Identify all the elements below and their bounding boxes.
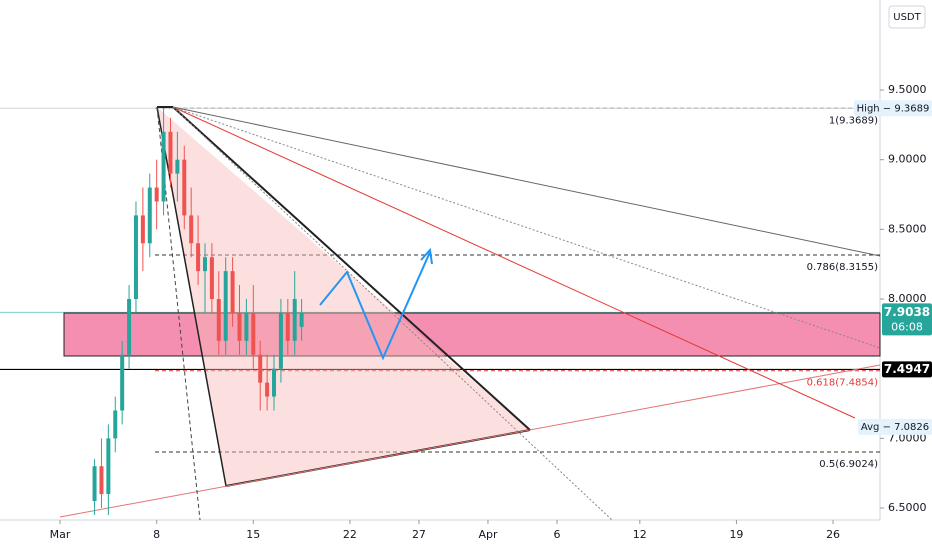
unit-label: USDT — [893, 12, 921, 23]
price-tag-label: Avg − 7.0826 — [861, 422, 929, 433]
arrow-head — [420, 247, 433, 265]
candle-body — [196, 243, 201, 272]
fan-line — [156, 106, 201, 521]
drawings — [59, 106, 881, 521]
triangle — [157, 107, 530, 486]
candle-body — [209, 257, 214, 300]
price-tag — [882, 361, 932, 378]
candle-body — [99, 466, 104, 495]
x-tick-label: 12 — [633, 528, 647, 541]
candle-body — [120, 354, 125, 411]
fan-line — [172, 106, 613, 521]
candle-body — [113, 410, 118, 439]
y-tick-label: 8.0000 — [888, 292, 927, 305]
projection-path — [319, 251, 431, 361]
y-tick-label: 8.5000 — [888, 222, 927, 235]
fib-label: 0.786(8.3155) — [807, 262, 879, 273]
candle-body — [147, 187, 152, 244]
candle-body — [140, 215, 145, 244]
candle-body — [133, 215, 138, 300]
candle-body — [285, 312, 290, 341]
price-tag-label: High − 9.3689 — [857, 103, 930, 114]
y-tick-label: 9.5000 — [888, 83, 927, 96]
candle-body — [202, 257, 207, 272]
candle-body — [161, 131, 166, 202]
fan-line — [172, 106, 881, 349]
x-tick-label: 8 — [153, 528, 160, 541]
candle-body — [175, 159, 180, 174]
candle-body — [216, 299, 221, 341]
price-tag — [858, 418, 932, 435]
candle-body — [237, 312, 242, 341]
candle-body — [154, 187, 159, 202]
trend-line — [172, 106, 531, 431]
fan-line — [172, 106, 856, 419]
x-tick-label: 26 — [826, 528, 840, 541]
candle-body — [292, 299, 297, 341]
candle-body — [230, 271, 235, 313]
countdown: 06:08 — [891, 320, 923, 333]
x-tick-label: 27 — [412, 528, 426, 541]
candle-body — [189, 215, 194, 244]
fib-label: 0.618(7.4854) — [807, 378, 879, 389]
candle-body — [244, 312, 249, 341]
x-tick-label: 22 — [343, 528, 357, 541]
x-tick-label: 15 — [246, 528, 260, 541]
candle-body — [182, 159, 187, 216]
fan-line — [172, 106, 881, 257]
candle-body — [92, 466, 97, 502]
candle-body — [272, 368, 277, 397]
y-tick-label: 9.0000 — [888, 153, 927, 166]
y-tick-label: 6.5000 — [888, 501, 927, 514]
candle-body — [106, 438, 111, 495]
price-tag — [882, 303, 932, 336]
fib-label: 1(9.3689) — [829, 115, 878, 126]
candle-body — [278, 312, 283, 369]
x-tick-label: 19 — [729, 528, 743, 541]
zone — [63, 312, 881, 357]
candle-body — [258, 354, 263, 383]
unit-box — [888, 5, 926, 29]
price-tag — [854, 100, 932, 117]
candle-body — [168, 131, 173, 174]
candle-body — [251, 312, 256, 355]
candle-body — [127, 299, 132, 355]
candle-body — [299, 312, 304, 327]
candle-body — [223, 271, 228, 341]
price-tag-label: 7.9038 — [884, 305, 930, 319]
x-tick-label: Apr — [478, 528, 498, 541]
candle-body — [265, 382, 270, 397]
price-tag-label: 7.4947 — [884, 362, 930, 376]
fib-label: 0.5(6.9024) — [819, 459, 878, 470]
x-tick-label: 6 — [553, 528, 560, 541]
x-tick-label: Mar — [50, 528, 71, 541]
